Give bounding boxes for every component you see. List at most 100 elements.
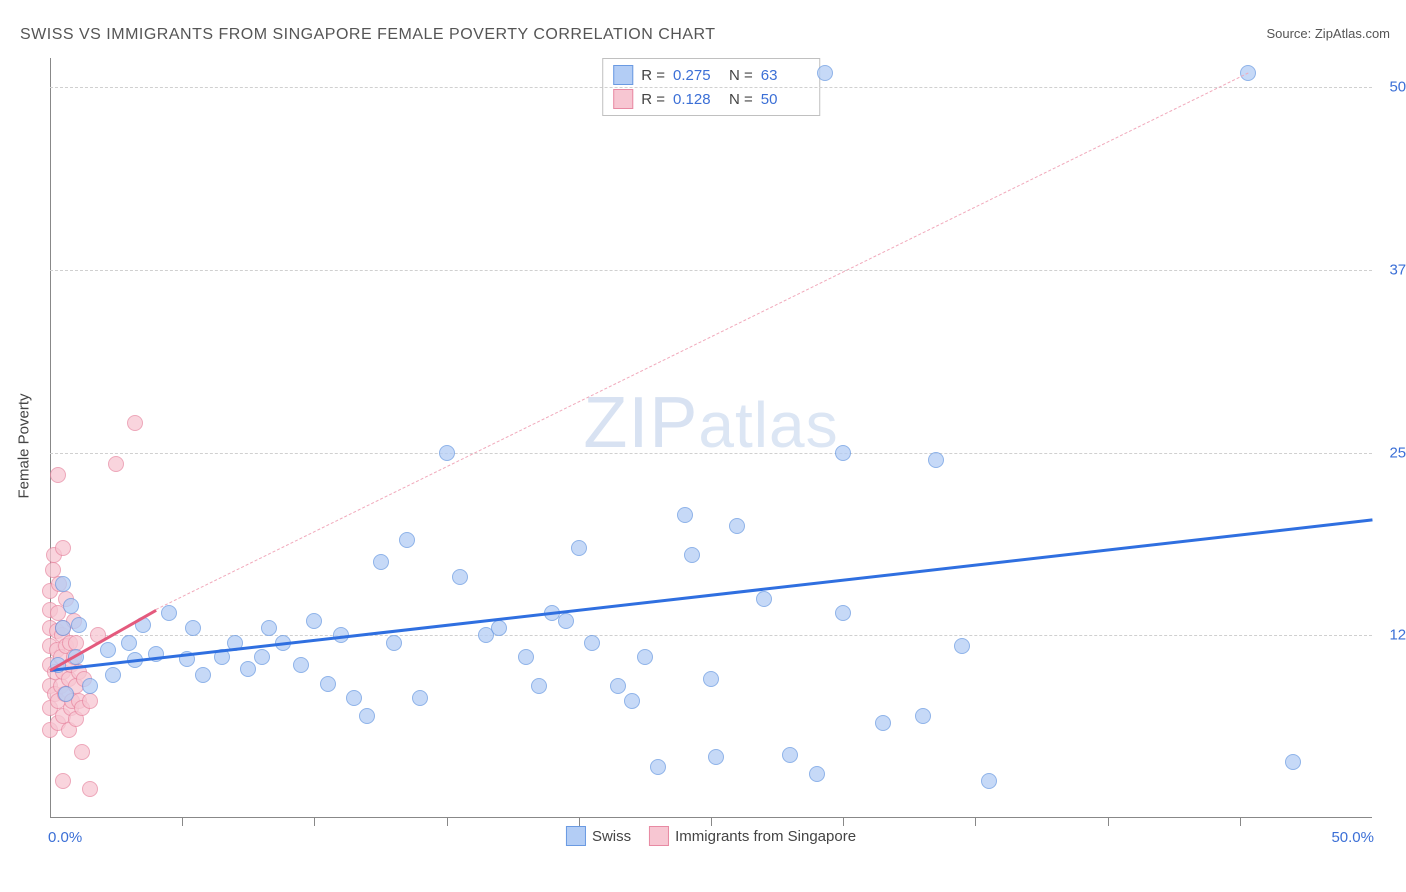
gridline (50, 87, 1372, 88)
x-tick (711, 818, 712, 826)
singapore-trendline-extrapolated (156, 73, 1248, 610)
swiss-point (584, 635, 600, 651)
singapore-swatch-icon (613, 89, 633, 109)
swiss-point (729, 518, 745, 534)
r-label: R = (641, 67, 665, 84)
swiss-point (928, 452, 944, 468)
swiss-point (82, 678, 98, 694)
singapore-label: Immigrants from Singapore (675, 828, 856, 845)
plot-area: ZIPatlas R = 0.275 N = 63 R = 0.128 N = … (50, 58, 1372, 818)
swiss-point (954, 638, 970, 654)
watermark: ZIPatlas (583, 382, 838, 464)
x-tick (1240, 818, 1241, 826)
singapore-swatch-icon (649, 826, 669, 846)
gridline (50, 635, 1372, 636)
swiss-point (684, 547, 700, 563)
x-tick (843, 818, 844, 826)
singapore-point (50, 467, 66, 483)
singapore-point (108, 456, 124, 472)
swiss-point (161, 605, 177, 621)
gridline (50, 453, 1372, 454)
swiss-point (346, 690, 362, 706)
gridline (50, 270, 1372, 271)
legend-row-singapore: R = 0.128 N = 50 (613, 87, 809, 111)
r-label: R = (641, 91, 665, 108)
swiss-point (55, 576, 71, 592)
swiss-point (185, 620, 201, 636)
swiss-point (412, 690, 428, 706)
x-tick (579, 818, 580, 826)
swiss-point (518, 649, 534, 665)
y-tick-label: 50.0% (1378, 79, 1406, 96)
singapore-n-value: 50 (761, 91, 809, 108)
swiss-point (386, 635, 402, 651)
singapore-point (55, 773, 71, 789)
swiss-point (373, 554, 389, 570)
n-label: N = (729, 67, 753, 84)
swiss-swatch-icon (613, 65, 633, 85)
swiss-swatch-icon (566, 826, 586, 846)
swiss-point (835, 445, 851, 461)
swiss-point (637, 649, 653, 665)
x-tick (314, 818, 315, 826)
swiss-point (756, 591, 772, 607)
swiss-point (261, 620, 277, 636)
swiss-point (439, 445, 455, 461)
swiss-point (782, 747, 798, 763)
swiss-point (915, 708, 931, 724)
swiss-point (293, 657, 309, 673)
swiss-point (650, 759, 666, 775)
singapore-point (45, 562, 61, 578)
swiss-point (491, 620, 507, 636)
swiss-point (981, 773, 997, 789)
y-tick-label: 37.5% (1378, 261, 1406, 278)
swiss-point (71, 617, 87, 633)
series-legend: Swiss Immigrants from Singapore (566, 826, 856, 846)
swiss-point (452, 569, 468, 585)
swiss-point (624, 693, 640, 709)
singapore-point (82, 693, 98, 709)
swiss-trendline (50, 518, 1372, 672)
swiss-point (306, 613, 322, 629)
singapore-point (55, 540, 71, 556)
swiss-point (571, 540, 587, 556)
swiss-point (58, 686, 74, 702)
legend-item-singapore: Immigrants from Singapore (649, 826, 856, 846)
x-tick (975, 818, 976, 826)
swiss-point (875, 715, 891, 731)
singapore-point (82, 781, 98, 797)
swiss-point (558, 613, 574, 629)
swiss-point (63, 598, 79, 614)
singapore-r-value: 0.128 (673, 91, 721, 108)
swiss-point (677, 507, 693, 523)
legend-item-swiss: Swiss (566, 826, 631, 846)
swiss-point (817, 65, 833, 81)
y-tick-label: 12.5% (1378, 627, 1406, 644)
chart-title: SWISS VS IMMIGRANTS FROM SINGAPORE FEMAL… (20, 26, 716, 44)
x-tick (182, 818, 183, 826)
swiss-point (100, 642, 116, 658)
swiss-point (359, 708, 375, 724)
y-axis-label: Female Poverty (16, 393, 33, 498)
swiss-point (1285, 754, 1301, 770)
swiss-point (809, 766, 825, 782)
swiss-n-value: 63 (761, 67, 809, 84)
swiss-r-value: 0.275 (673, 67, 721, 84)
y-tick-label: 25.0% (1378, 444, 1406, 461)
singapore-point (68, 635, 84, 651)
swiss-point (121, 635, 137, 651)
swiss-point (708, 749, 724, 765)
swiss-point (240, 661, 256, 677)
legend-row-swiss: R = 0.275 N = 63 (613, 63, 809, 87)
n-label: N = (729, 91, 753, 108)
swiss-point (105, 667, 121, 683)
swiss-point (703, 671, 719, 687)
singapore-point (127, 415, 143, 431)
swiss-label: Swiss (592, 828, 631, 845)
x-tick-max: 50.0% (1331, 829, 1374, 846)
swiss-point (835, 605, 851, 621)
x-tick-min: 0.0% (48, 829, 82, 846)
swiss-point (55, 620, 71, 636)
source-label: Source: ZipAtlas.com (1266, 26, 1390, 41)
swiss-point (399, 532, 415, 548)
